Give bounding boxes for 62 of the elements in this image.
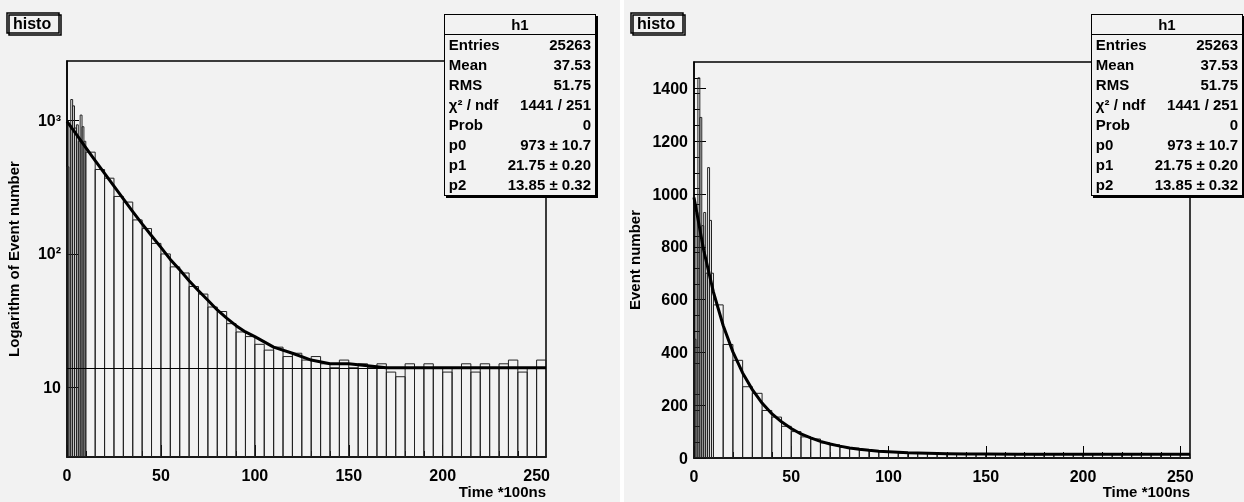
annotation: Prob — [1094, 115, 1131, 135]
y-tick-label: 400 — [661, 343, 689, 361]
chart-title: histo — [637, 14, 676, 32]
x-tick-label: 250 — [1166, 467, 1194, 485]
annotation: Mean — [447, 55, 489, 75]
y-tick-label: 1400 — [652, 79, 689, 97]
annotation: 1441 / 251 — [1166, 95, 1239, 115]
y-tick-label: 10³ — [37, 112, 61, 130]
y-tick-label: 200 — [661, 396, 689, 414]
annotation: p2 — [447, 175, 468, 195]
annotation: Mean — [1094, 55, 1136, 75]
annotation: 21.75 ± 0.20 — [1153, 155, 1239, 175]
annotation: p0 — [1094, 135, 1115, 155]
annotation: χ² / ndf — [447, 95, 500, 115]
annotation: 973 ± 10.7 — [519, 135, 592, 155]
annotation: 973 ± 10.7 — [1166, 135, 1239, 155]
x-axis-title: Time *100ns — [1102, 483, 1191, 500]
text: h1 — [444, 14, 596, 35]
x-tick-label: 150 — [972, 467, 1000, 485]
text: 37.53 — [552, 55, 592, 75]
x-tick-label: 200 — [1069, 467, 1097, 485]
y-tick-label: 0 — [679, 449, 689, 467]
y-axis-title: Logarithm of Event number — [5, 160, 22, 357]
x-tick-label: 50 — [152, 466, 170, 484]
annotation: RMS — [1094, 75, 1131, 95]
text: h1 — [1091, 14, 1243, 35]
text: 51.75 — [1199, 75, 1239, 95]
y-tick-label: 10² — [37, 245, 61, 263]
text: 0 — [581, 115, 592, 135]
annotation: χ² / ndf — [1094, 95, 1147, 115]
x-tick-label: 250 — [523, 466, 551, 484]
annotation: 1441 / 251 — [519, 95, 592, 115]
y-tick-label: 800 — [661, 238, 689, 256]
y-tick-label: 10 — [43, 378, 62, 396]
annotation: p0 — [447, 135, 468, 155]
annotation: 13.85 ± 0.32 — [1153, 175, 1239, 195]
annotation: RMS — [447, 75, 484, 95]
text: Entries — [1094, 35, 1148, 55]
x-tick-label: 50 — [782, 467, 801, 485]
annotation: Prob — [447, 115, 484, 135]
y-axis-title: Event number — [625, 209, 643, 311]
annotation: p1 — [447, 155, 468, 175]
x-axis-title: Time *100ns — [458, 483, 547, 500]
y-tick-label: 1000 — [652, 185, 689, 203]
annotation: 21.75 ± 0.20 — [506, 155, 592, 175]
text: 37.53 — [1199, 55, 1239, 75]
text: 51.75 — [552, 75, 592, 95]
text: 0 — [1228, 115, 1239, 135]
x-tick-label: 200 — [429, 466, 457, 484]
y-tick-label: 600 — [661, 291, 689, 309]
x-tick-label: 100 — [241, 466, 269, 484]
text: 25263 — [1195, 35, 1239, 55]
x-tick-label: 100 — [875, 467, 902, 485]
annotation: 13.85 ± 0.32 — [506, 175, 592, 195]
annotation: p2 — [1094, 175, 1115, 195]
chart-title: histo — [13, 14, 52, 32]
y-tick-label: 1200 — [652, 132, 689, 150]
annotation: p1 — [1094, 155, 1115, 175]
text: 25263 — [548, 35, 592, 55]
x-tick-label: 0 — [62, 466, 72, 484]
x-tick-label: 150 — [335, 466, 363, 484]
text: Entries — [447, 35, 501, 55]
